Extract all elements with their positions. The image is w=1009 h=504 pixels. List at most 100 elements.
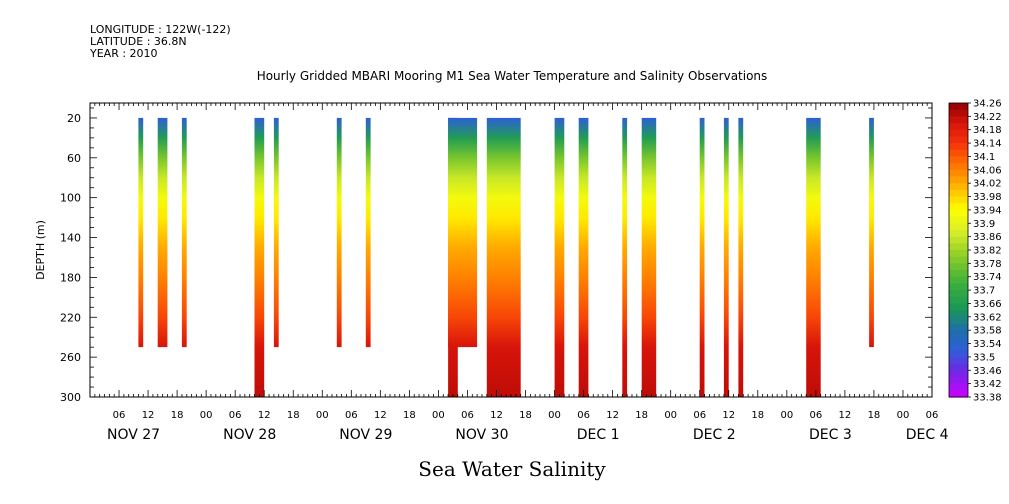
colorbar-segment bbox=[949, 176, 968, 184]
colorbar-label: 33.5 bbox=[973, 352, 995, 363]
colorbar-label: 34.18 bbox=[973, 125, 1002, 136]
colorbar-label: 33.82 bbox=[973, 246, 1002, 257]
colorbar-label: 33.42 bbox=[973, 379, 1002, 390]
colorbar-segment bbox=[949, 203, 968, 211]
x-tick-label: 06 bbox=[693, 410, 706, 421]
location-info: LONGITUDE : 122W(-122) LATITUDE : 36.8N … bbox=[90, 24, 231, 60]
latitude-label: LATITUDE : 36.8N bbox=[90, 35, 187, 48]
salinity-profile-13 bbox=[641, 117, 657, 398]
colorbar-label: 33.58 bbox=[973, 326, 1002, 337]
salinity-profile-14 bbox=[699, 117, 705, 398]
colorbar-segment bbox=[949, 370, 968, 378]
colorbar-label: 33.62 bbox=[973, 312, 1002, 323]
colorbar-segment bbox=[949, 196, 968, 204]
colorbar-label: 33.74 bbox=[973, 272, 1002, 283]
y-tick-label: 20 bbox=[67, 112, 81, 125]
salinity-profile-9 bbox=[486, 117, 521, 398]
colorbar-segment bbox=[949, 363, 968, 371]
x-tick-label: 00 bbox=[897, 410, 910, 421]
colorbar-segment bbox=[949, 356, 968, 365]
x-tick-label: 00 bbox=[316, 410, 329, 421]
x-day-label: NOV 27 bbox=[107, 427, 160, 443]
x-day-label: DEC 4 bbox=[906, 427, 949, 443]
colorbar-segment bbox=[949, 216, 968, 224]
x-tick-label: 18 bbox=[868, 410, 881, 421]
axes-layer: 06 12 18 00 06 12 18 00 06 12 18 00 06 12 18 00 06 12 18 00… bbox=[60, 103, 949, 443]
colorbar-segment bbox=[949, 323, 968, 331]
x-tick-label: 06 bbox=[113, 410, 126, 421]
y-tick-label: 180 bbox=[60, 271, 81, 284]
salinity-profile-15 bbox=[723, 117, 729, 398]
x-tick-label: 06 bbox=[229, 410, 242, 421]
colorbar-segment bbox=[949, 270, 968, 278]
colorbar-label: 33.78 bbox=[973, 259, 1002, 270]
x-tick-label: 18 bbox=[519, 410, 532, 421]
year-label: YEAR : 2010 bbox=[90, 47, 158, 60]
colorbar-segment bbox=[949, 256, 968, 264]
y-tick-label: 260 bbox=[60, 351, 81, 364]
x-tick-label: 12 bbox=[258, 410, 271, 421]
colorbar-segment bbox=[949, 310, 968, 318]
colorbar-label: 33.9 bbox=[973, 219, 995, 230]
colorbar-segment bbox=[949, 303, 968, 311]
colorbar-segment bbox=[949, 103, 968, 111]
x-axis-label: Sea Water Salinity bbox=[418, 457, 606, 481]
x-tick-label: 00 bbox=[432, 410, 445, 421]
colorbar-segment bbox=[949, 330, 968, 338]
colorbar-segment bbox=[949, 163, 968, 171]
colorbar-segment bbox=[949, 290, 968, 298]
colorbar-label: 33.38 bbox=[973, 393, 1002, 404]
salinity-profile-12 bbox=[622, 117, 628, 398]
x-tick-label: 18 bbox=[403, 410, 416, 421]
x-tick-label: 06 bbox=[345, 410, 358, 421]
colorbar-segment bbox=[949, 390, 968, 398]
colorbar-segment bbox=[949, 236, 968, 244]
salinity-profile-6 bbox=[365, 117, 371, 348]
colorbar-segment bbox=[949, 123, 968, 131]
colorbar-label: 33.7 bbox=[973, 286, 995, 297]
colorbar-label: 33.66 bbox=[973, 299, 1002, 310]
colorbar-segment bbox=[949, 383, 968, 391]
x-tick-label: 00 bbox=[200, 410, 213, 421]
x-tick-label: 06 bbox=[926, 410, 939, 421]
y-tick-label: 140 bbox=[60, 232, 81, 245]
colorbar-label: 34.26 bbox=[973, 99, 1002, 110]
colorbar-label: 33.46 bbox=[973, 366, 1002, 377]
colorbar-label: 34.14 bbox=[973, 139, 1002, 150]
colorbar-segment bbox=[949, 183, 968, 191]
colorbar-segment bbox=[949, 263, 968, 271]
x-tick-label: 12 bbox=[606, 410, 619, 421]
colorbar-segment bbox=[949, 169, 968, 178]
colorbar: 34.26 34.22 34.18 34.14 34.1 34.06 34.02 33.98 3… bbox=[948, 99, 1002, 404]
salinity-profile-5 bbox=[336, 117, 342, 348]
x-tick-label: 12 bbox=[722, 410, 735, 421]
y-tick-label: 220 bbox=[60, 311, 81, 324]
x-day-label: NOV 29 bbox=[339, 427, 392, 443]
x-tick-label: 12 bbox=[839, 410, 852, 421]
colorbar-segment bbox=[949, 116, 968, 124]
colorbar-label: 33.86 bbox=[973, 232, 1002, 243]
x-tick-label: 18 bbox=[751, 410, 764, 421]
x-tick-label: 00 bbox=[780, 410, 793, 421]
salinity-profile-4 bbox=[273, 117, 279, 348]
colorbar-label: 34.22 bbox=[973, 112, 1002, 123]
colorbar-label: 33.54 bbox=[973, 339, 1002, 350]
colorbar-label: 33.98 bbox=[973, 192, 1002, 203]
x-day-label: NOV 28 bbox=[223, 427, 276, 443]
colorbar-segment bbox=[949, 243, 968, 251]
x-day-label: NOV 30 bbox=[455, 427, 508, 443]
profiles-layer bbox=[138, 117, 874, 398]
colorbar-segment bbox=[949, 316, 968, 325]
y-tick-label: 60 bbox=[67, 152, 81, 165]
colorbar-segment bbox=[949, 336, 968, 345]
y-tick-label: 100 bbox=[60, 192, 81, 205]
x-tick-label: 00 bbox=[548, 410, 561, 421]
colorbar-segment bbox=[949, 189, 968, 198]
x-tick-label: 18 bbox=[171, 410, 184, 421]
colorbar-segment bbox=[949, 343, 968, 351]
colorbar-segment bbox=[949, 143, 968, 151]
x-tick-label: 12 bbox=[374, 410, 387, 421]
salinity-profile-1 bbox=[157, 117, 168, 348]
colorbar-segment bbox=[949, 250, 968, 258]
